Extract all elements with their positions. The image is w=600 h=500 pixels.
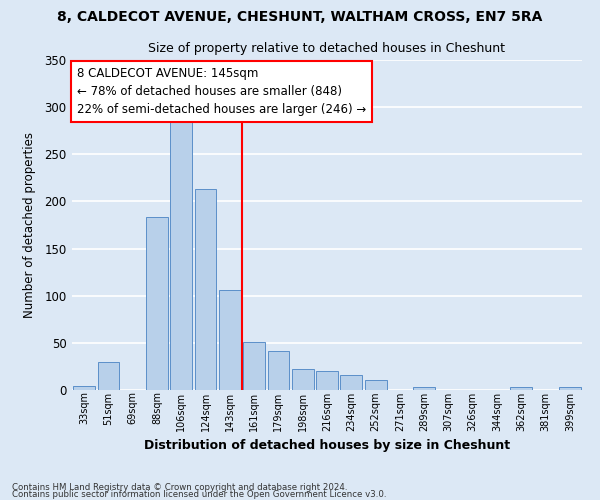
Text: 8 CALDECOT AVENUE: 145sqm
← 78% of detached houses are smaller (848)
22% of semi: 8 CALDECOT AVENUE: 145sqm ← 78% of detac… — [77, 66, 367, 116]
Title: Size of property relative to detached houses in Cheshunt: Size of property relative to detached ho… — [149, 42, 505, 54]
Bar — [559, 387, 581, 390]
Text: 8, CALDECOT AVENUE, CHESHUNT, WALTHAM CROSS, EN7 5RA: 8, CALDECOT AVENUE, CHESHUNT, WALTHAM CR… — [58, 10, 542, 24]
Text: Contains public sector information licensed under the Open Government Licence v3: Contains public sector information licen… — [12, 490, 386, 499]
Bar — [194, 189, 217, 390]
Bar — [340, 375, 362, 390]
Bar — [316, 371, 338, 390]
Y-axis label: Number of detached properties: Number of detached properties — [23, 132, 36, 318]
Bar — [146, 218, 168, 390]
Bar — [511, 387, 532, 390]
Text: Contains HM Land Registry data © Crown copyright and database right 2024.: Contains HM Land Registry data © Crown c… — [12, 484, 347, 492]
Bar — [292, 370, 314, 390]
Bar — [365, 380, 386, 390]
Bar — [413, 387, 435, 390]
Bar — [170, 120, 192, 390]
X-axis label: Distribution of detached houses by size in Cheshunt: Distribution of detached houses by size … — [144, 439, 510, 452]
Bar — [73, 386, 95, 390]
Bar — [97, 362, 119, 390]
Bar — [243, 342, 265, 390]
Bar — [268, 352, 289, 390]
Bar — [219, 290, 241, 390]
